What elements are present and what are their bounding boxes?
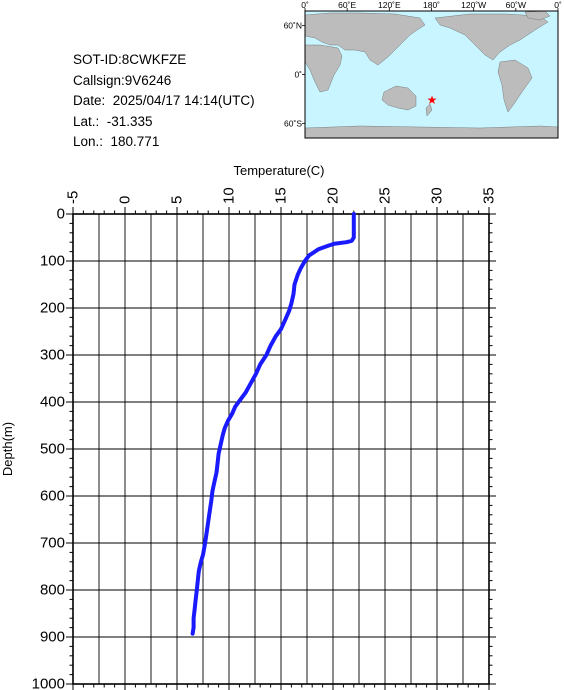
y-tick-labels: 0 100 200 300 400 500 600 700 800 900 1000 — [32, 206, 65, 690]
x-tick-label: 10 — [221, 187, 238, 204]
x-tick-labels: -5 0 5 10 15 20 25 30 35 — [65, 187, 498, 204]
south-america-shape — [497, 59, 533, 113]
x-axis-title: Temperature(C) — [233, 163, 324, 178]
y-tick-label: 100 — [40, 253, 65, 270]
map-lon-label: 180˚ — [423, 0, 440, 10]
map-lat-label: 60˚S — [284, 118, 302, 128]
y-tick-label: 300 — [40, 347, 65, 364]
map-lon-label: 120˚E — [378, 0, 401, 10]
map-ticks — [302, 8, 559, 124]
cast-info: SOT-ID:8CWKFZE Callsign:9V6246 Date: 202… — [73, 50, 255, 153]
north-america-shape — [434, 13, 549, 61]
callsign-label: Callsign:9V6246 — [73, 72, 172, 88]
position-marker-star-icon: ★ — [427, 93, 438, 107]
x-tick-label: 30 — [429, 187, 446, 204]
map-lon-label: 60˚E — [338, 0, 356, 10]
x-tick-label: 35 — [481, 187, 498, 204]
map-lon-label: 120˚W — [461, 0, 486, 10]
x-tick-label: 25 — [377, 187, 394, 204]
new-zealand-shape — [425, 103, 433, 117]
sot-id-label: SOT-ID:8CWKFZE — [73, 52, 187, 67]
series-layer — [190, 212, 356, 636]
axis-ticks — [66, 207, 496, 690]
y-tick-label: 1000 — [32, 676, 65, 690]
y-tick-label: 800 — [40, 582, 65, 599]
y-axis-title: Depth(m) — [0, 422, 15, 476]
temperature-profile-line — [190, 212, 356, 636]
x-tick-label: 0 — [117, 196, 134, 204]
y-tick-label: 600 — [40, 488, 65, 505]
y-tick-label: 900 — [40, 629, 65, 646]
y-tick-label: 700 — [40, 535, 65, 552]
y-tick-label: 400 — [40, 394, 65, 411]
map-lat-label: 60˚N — [284, 21, 302, 31]
map-lat-labels: 60˚N 0˚ 60˚S — [284, 21, 303, 129]
eurasia-shape — [304, 12, 426, 66]
x-tick-label: 5 — [169, 196, 186, 204]
longitude-label: Lon.: 180.771 — [73, 134, 160, 149]
map-lon-label: 0˚ — [554, 0, 562, 10]
y-tick-label: 200 — [40, 300, 65, 317]
x-tick-label: 15 — [273, 187, 290, 204]
map-lat-label: 0˚ — [294, 70, 302, 80]
y-tick-label: 0 — [57, 206, 65, 223]
latitude-label: Lat.: -31.335 — [73, 113, 153, 129]
x-tick-label: 20 — [325, 187, 342, 204]
map-lon-label: 0˚ — [301, 0, 309, 10]
date-label: Date: 2025/04/17 14:14(UTC) — [73, 93, 255, 108]
chart-grid — [73, 214, 489, 684]
australia-shape — [381, 85, 417, 111]
map-lon-label: 60˚W — [506, 0, 526, 10]
x-tick-label: -5 — [65, 191, 82, 204]
map-lon-labels: 0˚ 60˚E 120˚E 180˚ 120˚W 60˚W 0˚ — [301, 0, 562, 10]
world-map: 0˚ 60˚E 120˚E 180˚ 120˚W 60˚W 0˚ 60˚N 0˚ 60˚S ★ — [284, 0, 562, 139]
africa-shape — [304, 44, 343, 93]
y-tick-label: 500 — [40, 441, 65, 458]
